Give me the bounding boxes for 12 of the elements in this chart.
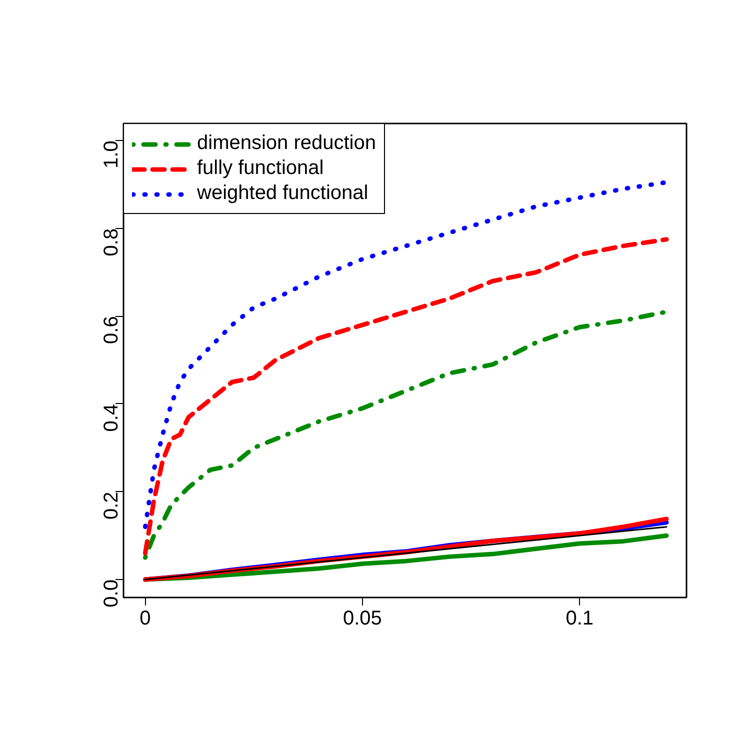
- x-tick-label: 0.05: [342, 608, 382, 630]
- y-tick-label: 0.6: [100, 316, 122, 344]
- x-tick-label: 0: [140, 608, 151, 630]
- y-tick-label: 0.8: [100, 228, 122, 256]
- y-tick-label: 1.0: [100, 140, 122, 168]
- legend-label: weighted functional: [197, 182, 368, 205]
- legend-label: fully functional: [197, 157, 324, 180]
- legend-label: dimension reduction: [197, 132, 376, 155]
- y-tick-label: 0.4: [100, 404, 122, 432]
- x-tick-label: 0.1: [566, 608, 594, 630]
- y-tick-label: 0.2: [100, 492, 122, 520]
- y-tick-label: 0.0: [100, 579, 122, 608]
